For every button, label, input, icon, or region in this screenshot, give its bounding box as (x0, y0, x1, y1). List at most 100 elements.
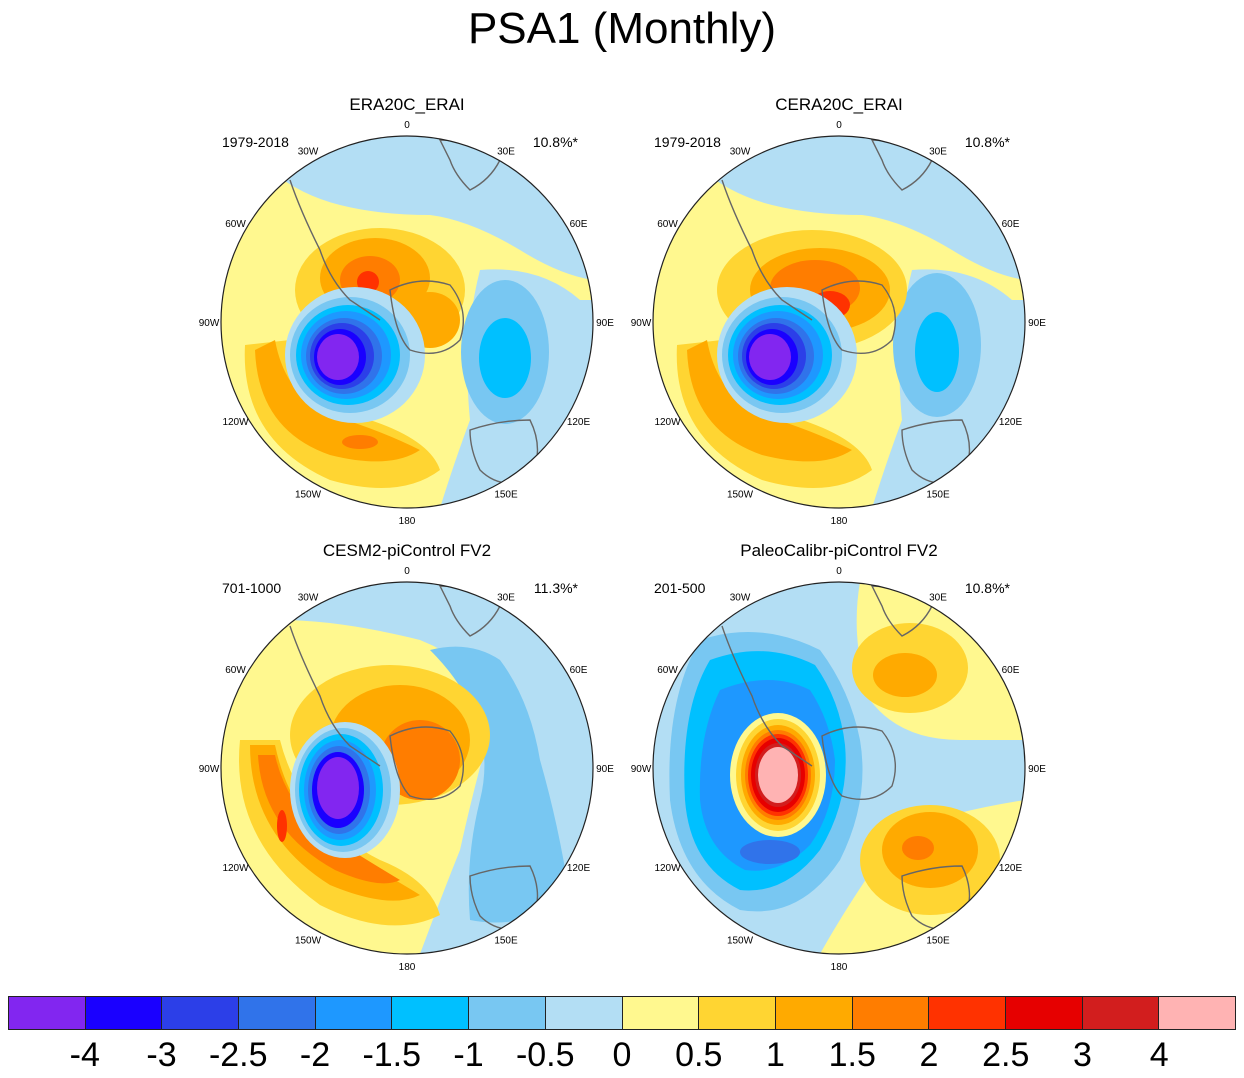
lon-label-2-6: 180 (831, 516, 848, 527)
lon-label-1-6: 180 (399, 516, 416, 527)
colorbar-box-2 (162, 997, 240, 1029)
panel-1-variance: 10.8%* (533, 134, 579, 150)
panel-4-variance: 10.8%* (965, 580, 1011, 596)
colorbar-label-9: 1 (766, 1036, 785, 1074)
panel-4-contours (653, 582, 1025, 954)
lon-label-4-7: 150W (727, 936, 754, 947)
panel-2-variance: 10.8%* (965, 134, 1011, 150)
lon-label-2-8: 120W (654, 417, 681, 428)
colorbar-label-0: -4 (69, 1036, 100, 1074)
lon-label-3-6: 180 (399, 962, 416, 973)
colorbar (8, 996, 1236, 1030)
lon-label-2-9: 90W (631, 318, 652, 329)
colorbar-box-9 (699, 997, 776, 1029)
lon-label-1-3: 90E (596, 318, 614, 329)
lon-label-2-7: 150W (727, 490, 754, 501)
panel-3-contours (221, 582, 593, 954)
lon-label-3-8: 120W (222, 863, 249, 874)
colorbar-box-1 (85, 997, 163, 1029)
colorbar-box-13 (1005, 997, 1083, 1029)
colorbar-box-0 (9, 997, 86, 1029)
panel-2-contours (653, 136, 1025, 508)
lon-label-1-5: 150E (494, 490, 518, 501)
colorbar-box-11 (852, 997, 930, 1029)
colorbar-box-8 (622, 997, 700, 1029)
lon-label-4-6: 180 (831, 962, 848, 973)
panel-3-variance: 11.3%* (534, 580, 579, 596)
lon-label-4-5: 150E (926, 936, 950, 947)
lon-label-2-5: 150E (926, 490, 950, 501)
colorbar-label-3: -2 (299, 1036, 331, 1074)
lon-label-3-7: 150W (295, 936, 322, 947)
panel-1-title: ERA20C_ERAI (349, 95, 464, 114)
lon-label-3-4: 120E (567, 863, 591, 874)
lon-label-4-2: 60E (1002, 665, 1020, 676)
map-panel-4: PaleoCalibr-piControl FV2 201-500 10.8%* (652, 541, 1026, 955)
lon-label-2-11: 30W (730, 147, 751, 158)
panel-1-contours (221, 136, 593, 508)
lon-label-3-2: 60E (570, 665, 588, 676)
map-panel-1: ERA20C_ERAI 1979-2018 10.8%* (220, 95, 594, 509)
lon-label-3-0: 0 (404, 566, 410, 577)
lon-label-3-10: 60W (225, 665, 246, 676)
lon-label-4-0: 0 (836, 566, 842, 577)
colorbar-label-10: 1.5 (828, 1036, 876, 1074)
panel-2-period: 1979-2018 (654, 134, 721, 150)
colorbar-label-5: -1 (453, 1036, 484, 1074)
panel-4-title: PaleoCalibr-piControl FV2 (740, 541, 937, 560)
colorbar-label-13: 3 (1073, 1036, 1092, 1074)
map-panel-3: CESM2-piControl FV2 701-1000 11.3%* (220, 541, 594, 955)
panel-3-period: 701-1000 (222, 580, 281, 596)
lon-label-2-0: 0 (836, 120, 842, 131)
colorbar-box-12 (929, 997, 1006, 1029)
lon-label-4-1: 30E (929, 593, 947, 604)
colorbar-label-11: 2 (919, 1036, 939, 1074)
lon-label-1-2: 60E (570, 219, 588, 230)
lon-label-1-4: 120E (567, 417, 591, 428)
colorbar-label-12: 2.5 (982, 1036, 1030, 1074)
lon-label-1-8: 120W (222, 417, 249, 428)
map-canvas: ERA20C_ERAI 1979-2018 10.8%* (199, 95, 1047, 973)
lon-label-2-3: 90E (1028, 318, 1046, 329)
panel-2-title: CERA20C_ERAI (775, 95, 903, 114)
colorbar-label-8: 0.5 (675, 1036, 723, 1074)
lon-label-4-10: 60W (657, 665, 678, 676)
map-panel-2: CERA20C_ERAI 1979-2018 10.8%* (652, 95, 1026, 509)
panel-1-period: 1979-2018 (222, 134, 289, 150)
lon-label-4-9: 90W (631, 764, 652, 775)
colorbar-label-1: -3 (146, 1036, 177, 1074)
colorbar-box-4 (315, 997, 393, 1029)
lon-label-1-7: 150W (295, 490, 322, 501)
lon-label-3-11: 30W (298, 593, 319, 604)
colorbar-label-7: 0 (612, 1036, 632, 1074)
colorbar-box-3 (239, 997, 316, 1029)
figure-title: PSA1 (Monthly) (467, 4, 777, 53)
lon-label-4-8: 120W (654, 863, 681, 874)
lon-label-2-4: 120E (999, 417, 1023, 428)
lon-label-1-9: 90W (199, 318, 220, 329)
lon-label-3-3: 90E (596, 764, 614, 775)
panel-3-title: CESM2-piControl FV2 (323, 541, 491, 560)
lon-label-2-1: 30E (929, 147, 947, 158)
lon-label-4-4: 120E (999, 863, 1023, 874)
lon-label-3-5: 150E (494, 936, 518, 947)
lon-label-1-11: 30W (298, 147, 319, 158)
longitude-labels: 0 30E 60E 90E 120E 150E 180 150W 120W 90W 60W 30W 0 3… (199, 120, 1047, 973)
colorbar-labels: -4 -3 -2.5 -2 -1.5 -1 -0.5 0 0.5 1 1.5 2 2.5 3 4 (0, 1036, 1244, 1076)
lon-label-1-10: 60W (225, 219, 246, 230)
lon-label-3-1: 30E (497, 593, 515, 604)
colorbar-box-5 (392, 997, 470, 1029)
colorbar-label-4: -1.5 (362, 1036, 422, 1074)
lon-label-2-10: 60W (657, 219, 678, 230)
colorbar-label-6: -0.5 (515, 1036, 575, 1074)
lon-label-4-11: 30W (730, 593, 751, 604)
lon-label-4-3: 90E (1028, 764, 1046, 775)
colorbar-box-15 (1159, 997, 1235, 1029)
colorbar-label-14: 4 (1149, 1036, 1169, 1074)
colorbar-label-2: -2.5 (208, 1036, 268, 1074)
colorbar-box-10 (775, 997, 853, 1029)
colorbar-box-14 (1082, 997, 1160, 1029)
panel-4-period: 201-500 (654, 580, 706, 596)
lon-label-1-1: 30E (497, 147, 515, 158)
colorbar-box-7 (545, 997, 623, 1029)
